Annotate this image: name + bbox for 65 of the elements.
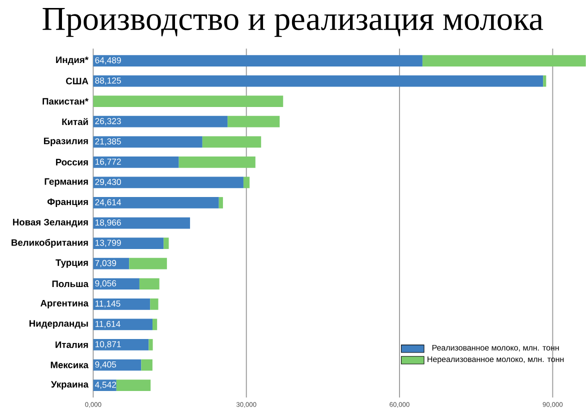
data-label: 88,125 — [95, 77, 121, 84]
y-tick-label: Польша — [52, 280, 89, 287]
bar — [141, 359, 152, 370]
bar — [93, 359, 142, 370]
bar — [93, 156, 179, 168]
data-label: 11,145 — [95, 300, 120, 308]
data-label: 7,039 — [95, 260, 116, 267]
data-label: 26,323 — [95, 118, 121, 125]
data-label: 4,542 — [95, 382, 116, 389]
y-tick-label: Бразилия — [44, 138, 88, 146]
data-label: 24,614 — [95, 198, 122, 206]
bar — [93, 298, 150, 310]
y-tick-label: Турция — [56, 259, 88, 268]
y-tick-label: Германия — [44, 178, 88, 186]
bar — [422, 54, 586, 66]
y-tick-label: Мексика — [50, 362, 89, 368]
data-label: 64,489 — [95, 57, 121, 64]
bar — [129, 258, 167, 270]
data-label: 11,614 — [95, 320, 120, 328]
bar — [93, 237, 164, 249]
y-tick-label: США — [66, 78, 88, 84]
y-tick-label: Пакистан* — [42, 98, 88, 104]
bar — [218, 196, 223, 208]
bar — [202, 136, 262, 148]
y-tick-label: Франция — [47, 198, 88, 207]
bar — [93, 176, 244, 188]
data-label: 10,871 — [95, 340, 121, 348]
bar — [150, 298, 158, 310]
y-tick-label: Украина — [50, 380, 89, 390]
bar — [93, 116, 228, 128]
data-label: 16,772 — [95, 158, 121, 166]
bar — [116, 379, 151, 391]
bar — [93, 75, 544, 87]
y-tick-label: Китай — [62, 118, 88, 125]
bar — [139, 278, 160, 290]
data-label: 21,385 — [95, 138, 121, 146]
y-tick-label: Россия — [56, 158, 88, 166]
y-tick-label: Великобритания — [12, 238, 88, 248]
y-tick-label: Нидерланды — [30, 320, 88, 328]
bar — [543, 75, 546, 87]
bar — [93, 258, 130, 270]
data-label: 29,430 — [95, 178, 121, 186]
data-label: 13,799 — [95, 240, 121, 247]
y-tick-label: Италия — [56, 341, 88, 348]
bar — [93, 196, 219, 208]
bar — [93, 136, 202, 148]
chart-title: Производство и реализация молока — [42, 8, 544, 37]
y-tick-label: Новая Зеландия — [13, 218, 88, 228]
bar — [228, 116, 280, 128]
bar — [148, 338, 153, 350]
bar — [93, 54, 422, 66]
bar — [152, 318, 158, 330]
bar — [178, 156, 256, 168]
bar — [93, 95, 284, 107]
bar — [164, 237, 169, 249]
data-label: 18,966 — [95, 219, 121, 226]
data-label: 9,405 — [95, 361, 116, 368]
bar — [93, 318, 153, 330]
bar — [93, 278, 140, 290]
data-label: 9,056 — [95, 280, 116, 288]
bar — [93, 338, 149, 350]
y-tick-label: Аргентина — [40, 300, 89, 308]
y-tick-label: Индия* — [56, 56, 88, 65]
bar — [243, 176, 250, 188]
bar — [93, 217, 190, 228]
